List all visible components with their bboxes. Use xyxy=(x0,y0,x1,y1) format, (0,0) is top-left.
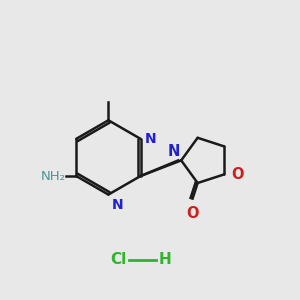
Text: N: N xyxy=(145,132,157,146)
Text: NH₂: NH₂ xyxy=(41,169,66,182)
Text: H: H xyxy=(159,253,172,268)
Text: Cl: Cl xyxy=(110,253,126,268)
Text: O: O xyxy=(231,167,243,182)
Text: O: O xyxy=(186,206,199,221)
Text: N: N xyxy=(167,144,180,159)
Text: N: N xyxy=(111,198,123,212)
